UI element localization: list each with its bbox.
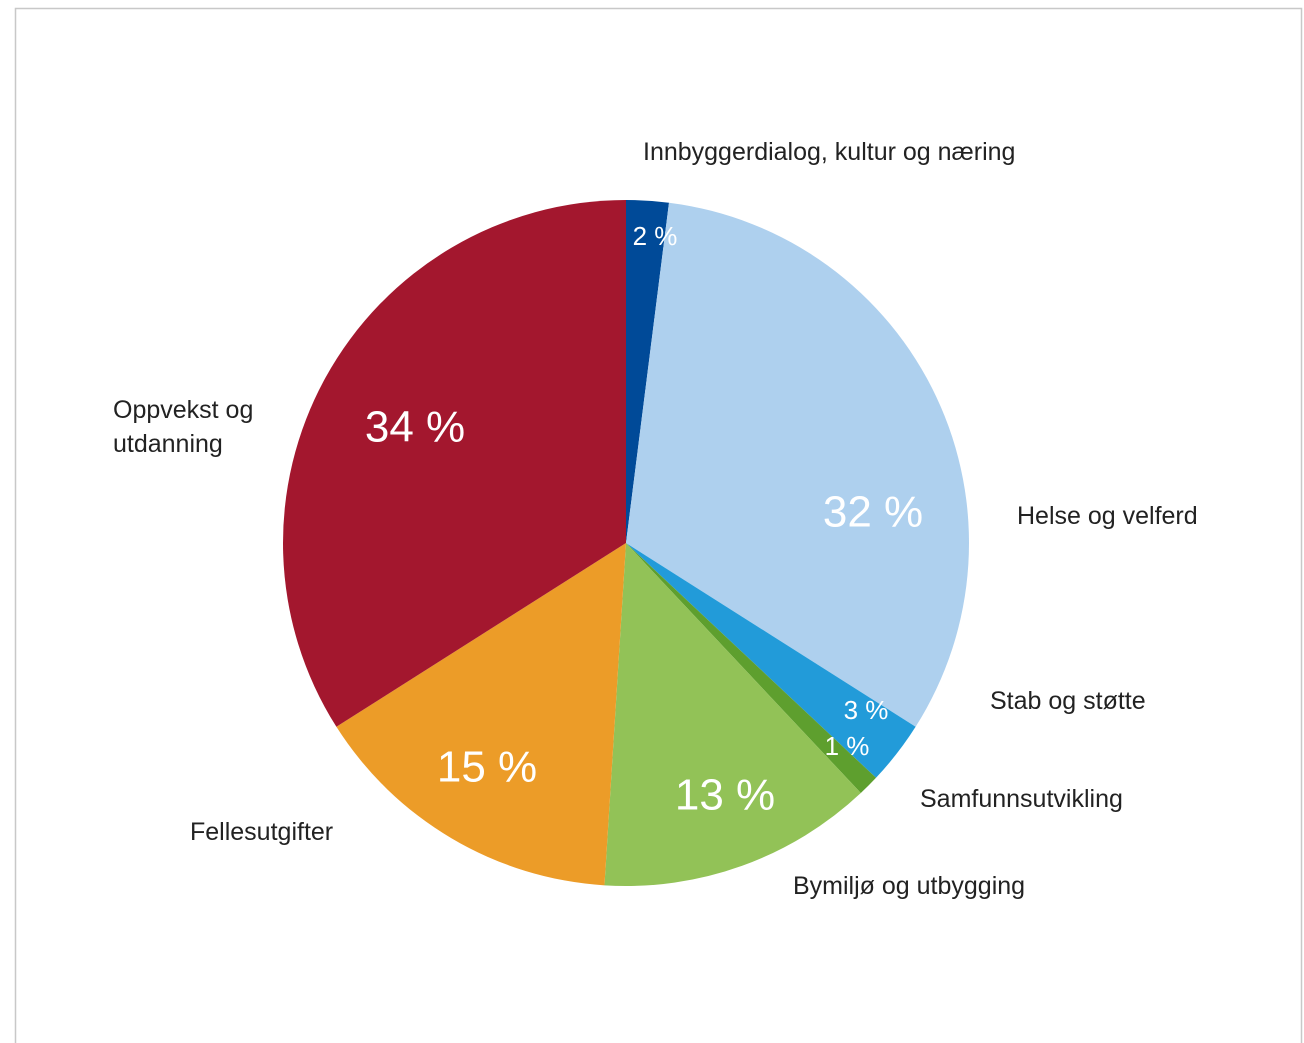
category-label: Bymiljø og utbygging xyxy=(793,872,1026,900)
frame xyxy=(14,7,1303,1043)
pie-slice xyxy=(604,543,861,886)
value-label: 32 % xyxy=(823,488,923,537)
category-label: Helse og velferd xyxy=(1017,502,1198,530)
value-label: 3 % xyxy=(844,695,889,725)
value-label: 2 % xyxy=(633,221,678,251)
value-label: 15 % xyxy=(437,743,537,792)
category-label: Fellesutgifter xyxy=(190,818,334,846)
pie-slice xyxy=(336,543,626,886)
category-label: Innbyggerdialog, kultur og næring xyxy=(643,138,1016,166)
pie-slice xyxy=(626,543,877,794)
category-label: Samfunnsutvikling xyxy=(920,785,1123,813)
pie-slice xyxy=(626,202,969,727)
category-label: Stab og støtte xyxy=(990,687,1146,715)
value-label: 34 % xyxy=(365,403,465,452)
category-label: Oppvekst og utdanning xyxy=(113,396,254,458)
pie-slice xyxy=(626,543,916,778)
pie-slice xyxy=(626,200,669,543)
pie-slice xyxy=(283,200,626,727)
value-label: 1 % xyxy=(825,731,870,761)
value-label: 13 % xyxy=(675,771,775,820)
